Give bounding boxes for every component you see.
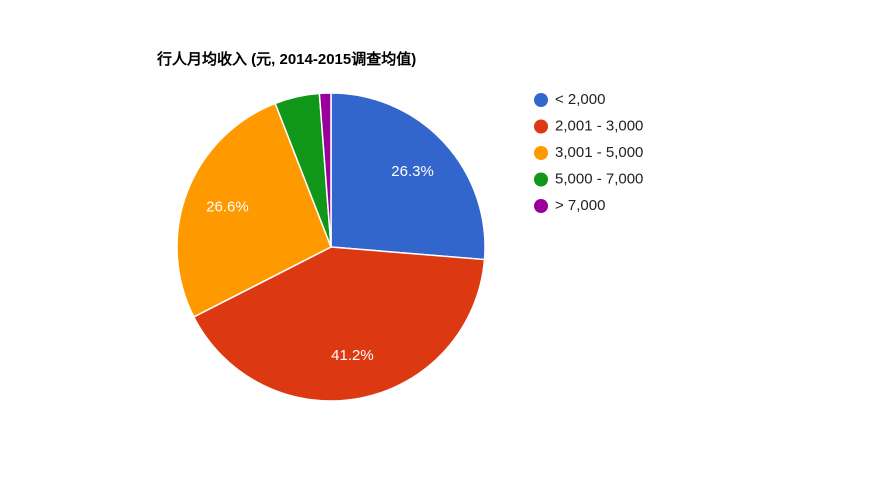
slice-label: 26.3%: [391, 163, 434, 180]
legend-marker: [534, 93, 548, 107]
legend-marker: [534, 172, 548, 187]
legend-label: 5,000 - 7,000: [555, 170, 643, 187]
chart-title: 行人月均收入 (元, 2014-2015调查均值): [156, 50, 416, 68]
pie-slice: [176, 102, 332, 318]
legend-label: < 2,000: [555, 91, 605, 108]
legend-label: > 7,000: [555, 197, 605, 214]
legend-marker: [534, 119, 548, 134]
pie-slice: [318, 92, 332, 248]
pie-slice: [192, 246, 486, 402]
pie-slice: [330, 92, 486, 261]
legend-marker: [534, 146, 548, 160]
legend-marker: [534, 199, 548, 213]
slice-label: 26.6%: [206, 198, 249, 215]
legend-label: 2,001 - 3,000: [555, 117, 643, 134]
slice-label: 41.2%: [331, 347, 374, 364]
legend-label: 3,001 - 5,000: [555, 144, 643, 161]
